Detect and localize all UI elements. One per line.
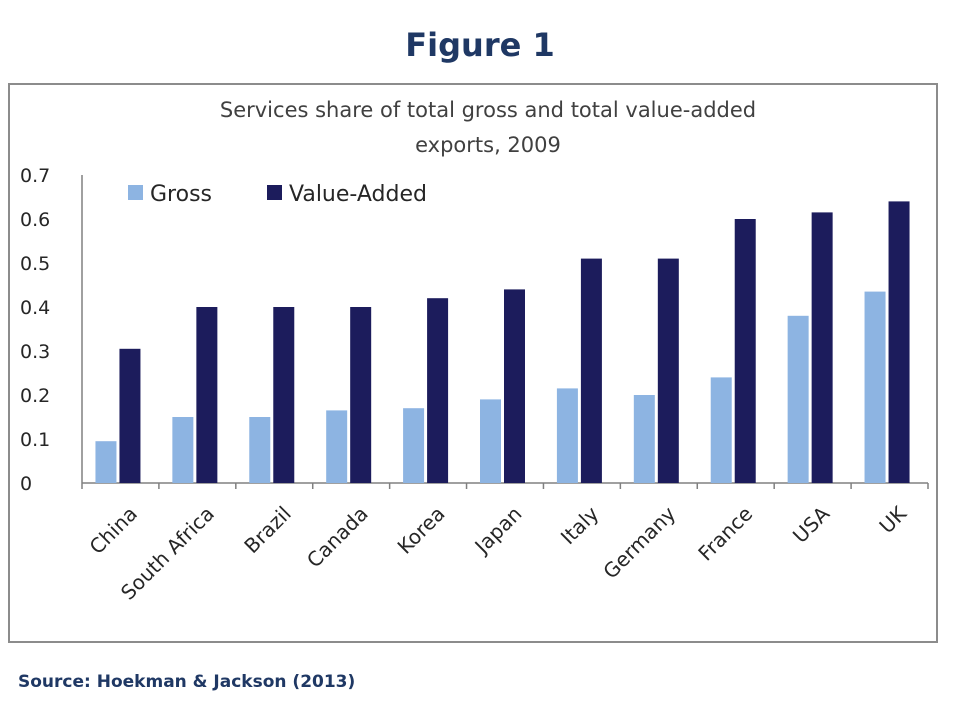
- chart-title-line: exports, 2009: [415, 133, 561, 157]
- x-category-label: Japan: [469, 502, 527, 560]
- gross-bar: [633, 395, 655, 483]
- y-tick-label: 0.6: [20, 209, 50, 231]
- x-category-label: Brazil: [239, 502, 295, 558]
- value-added-bar: [580, 258, 602, 483]
- x-category-label: USA: [788, 501, 834, 547]
- value-added-bar: [196, 307, 218, 483]
- legend-label-value-added: Value-Added: [289, 182, 427, 207]
- value-added-bar: [350, 307, 372, 483]
- y-tick-label: 0.2: [20, 385, 50, 407]
- x-category-label: Germany: [598, 501, 680, 583]
- gross-bar: [787, 315, 809, 483]
- legend-swatch-gross: [128, 185, 143, 200]
- y-tick-label: 0.4: [20, 297, 50, 319]
- value-added-bar: [119, 348, 141, 483]
- y-tick-label: 0: [20, 473, 32, 495]
- x-category-label: Korea: [393, 502, 450, 559]
- figure-title: Figure 1: [405, 26, 555, 64]
- gross-bar: [172, 417, 194, 483]
- legend-label-gross: Gross: [150, 182, 212, 207]
- y-tick-label: 0.5: [20, 253, 50, 275]
- gross-bar: [326, 410, 348, 483]
- x-category-label: Canada: [302, 502, 373, 573]
- value-added-bar: [811, 212, 833, 483]
- value-added-bar: [734, 219, 756, 483]
- source-note: Source: Hoekman & Jackson (2013): [18, 672, 356, 692]
- y-tick-label: 0.3: [20, 341, 50, 363]
- y-tick-label: 0.1: [20, 429, 50, 451]
- gross-bar: [249, 417, 271, 483]
- x-category-label: France: [693, 502, 757, 566]
- gross-bar: [95, 441, 117, 483]
- gross-bar: [556, 388, 578, 483]
- legend-swatch-value-added: [267, 185, 282, 200]
- x-category-label: Italy: [556, 501, 604, 549]
- value-added-bar: [657, 258, 679, 483]
- chart-title-line: Services share of total gross and total …: [220, 98, 756, 122]
- value-added-bar: [273, 307, 295, 483]
- y-tick-label: 0.7: [20, 165, 50, 187]
- gross-bar: [403, 408, 425, 483]
- bar-chart: Services share of total gross and total …: [20, 98, 929, 604]
- x-category-label: UK: [874, 501, 911, 538]
- value-added-bar: [504, 289, 525, 483]
- gross-bar: [864, 291, 886, 483]
- chart-frame: Services share of total gross and total …: [8, 83, 938, 643]
- x-category-label: China: [85, 502, 142, 559]
- gross-bar: [480, 399, 501, 483]
- value-added-bar: [888, 201, 910, 483]
- gross-bar: [710, 377, 732, 483]
- value-added-bar: [427, 298, 449, 483]
